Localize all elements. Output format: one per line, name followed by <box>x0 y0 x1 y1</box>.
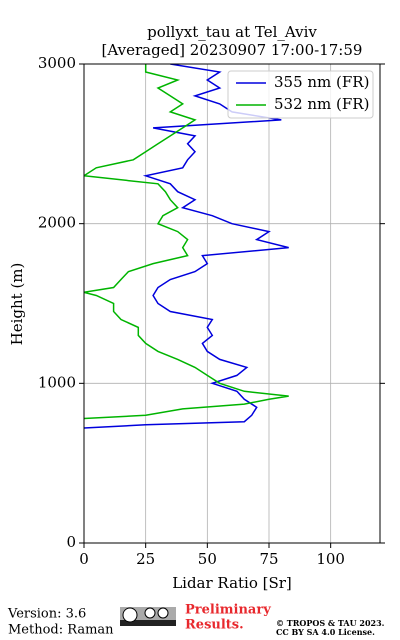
x-tick-label: 75 <box>259 550 278 568</box>
x-tick-label: 50 <box>198 550 217 568</box>
y-tick-label: 1000 <box>38 373 76 391</box>
status: Preliminary <box>185 603 271 618</box>
y-tick-label: 3000 <box>38 54 76 72</box>
plot-frame <box>83 63 381 544</box>
method: Method: Raman <box>8 623 114 638</box>
status: Results. <box>185 618 244 633</box>
series-line <box>84 64 289 420</box>
legend-label: 532 nm (FR) <box>274 95 369 113</box>
x-tick-label: 25 <box>136 550 155 568</box>
version: Version: 3.6 <box>7 607 86 622</box>
y-tick-label: 2000 <box>38 214 76 232</box>
y-tick-label: 0 <box>66 533 76 551</box>
license: CC BY SA 4.0 License. <box>276 627 375 637</box>
x-tick-label: 0 <box>79 550 89 568</box>
x-tick-label: 100 <box>316 550 345 568</box>
y-axis-label: Height (m) <box>8 263 26 346</box>
chart-title: pollyxt_tau at Tel_Aviv <box>147 23 317 41</box>
cc-logo <box>120 607 176 626</box>
legend-label: 355 nm (FR) <box>274 73 369 91</box>
x-axis-label: Lidar Ratio [Sr] <box>172 574 292 592</box>
chart-subtitle: [Averaged] 20230907 17:00-17:59 <box>102 41 363 59</box>
license: © TROPOS & TAU 2023. <box>276 618 385 628</box>
series-line <box>84 64 289 429</box>
